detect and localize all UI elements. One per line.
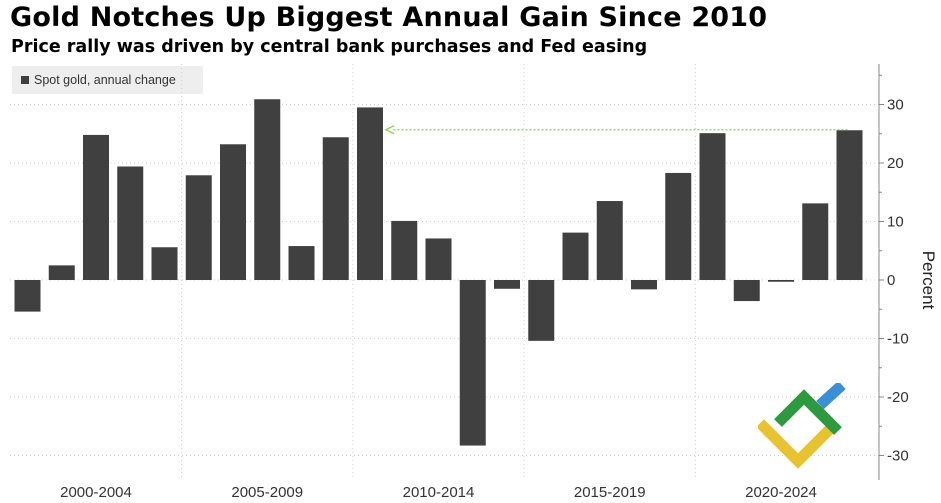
- brand-logo-icon: [758, 383, 846, 469]
- axis-layer: 30 20 10 0 -10 -20 -30 Percent 2000-2004 2005-200…: [60, 64, 938, 501]
- annotation-layer: [384, 125, 848, 135]
- x-group-label: 2010-2014: [403, 484, 475, 501]
- bar-2005: [185, 175, 212, 280]
- legend-label: Spot gold, annual change: [34, 73, 176, 87]
- bar-2009: [322, 137, 349, 280]
- bar-2000: [14, 280, 41, 312]
- legend: Spot gold, annual change: [12, 66, 203, 94]
- bar-2023: [802, 203, 829, 280]
- y-axis-label: Percent: [919, 251, 938, 310]
- bar-2004: [151, 247, 178, 280]
- bar-2014: [494, 280, 520, 289]
- chart-subtitle: Price rally was driven by central bank p…: [11, 37, 648, 57]
- bars-layer: [14, 99, 863, 446]
- bar-2002: [83, 134, 109, 280]
- x-group-label: 2015-2019: [574, 484, 646, 501]
- y-tick-label: -30: [887, 448, 909, 465]
- annotation-arrow-head: [384, 125, 395, 135]
- x-group-label: 2005-2009: [231, 484, 303, 501]
- chart-title: Gold Notches Up Biggest Annual Gain Sinc…: [10, 2, 768, 33]
- legend-swatch: [21, 76, 29, 84]
- bar-2018: [631, 280, 657, 290]
- bar-2008: [288, 246, 315, 280]
- x-group-label: 2000-2004: [60, 484, 132, 501]
- bar-2015: [528, 280, 555, 341]
- y-tick-label: -20: [887, 389, 909, 406]
- bar-2011: [391, 220, 418, 280]
- bar-2006: [220, 144, 246, 280]
- y-tick-label: 30: [887, 97, 904, 114]
- x-group-label: 2020-2024: [745, 484, 817, 501]
- bar-2007: [254, 99, 281, 280]
- bar-2021: [733, 280, 760, 302]
- bar-2022: [768, 280, 794, 282]
- y-tick-label: 10: [887, 214, 904, 231]
- y-tick-label: 0: [887, 272, 895, 289]
- bar-2013: [459, 280, 486, 446]
- grid-layer: [10, 64, 879, 480]
- bar-2020: [699, 133, 726, 280]
- bar-2003: [117, 166, 144, 280]
- y-tick-label: -10: [887, 331, 909, 348]
- bar-2016: [562, 232, 589, 280]
- bar-2001: [48, 265, 75, 280]
- bar-2012: [425, 238, 452, 280]
- bar-2024: [836, 130, 863, 280]
- bar-2017: [596, 201, 623, 280]
- y-tick-label: 20: [887, 155, 904, 172]
- bar-2019: [665, 172, 692, 280]
- bar-2010: [357, 107, 383, 280]
